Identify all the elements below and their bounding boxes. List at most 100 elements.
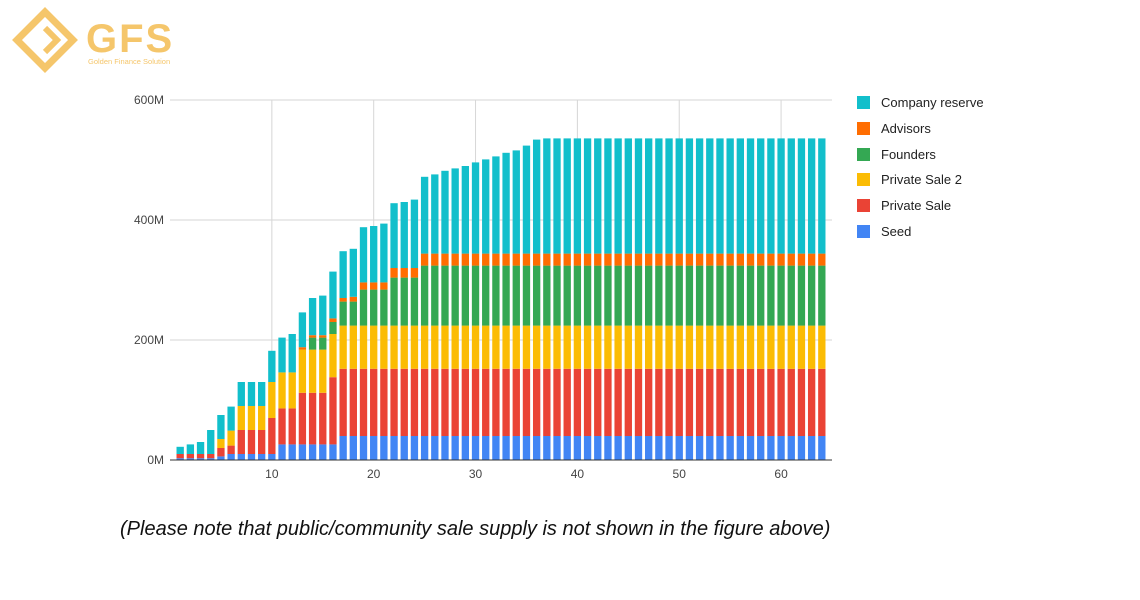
bar-segment-seed: [176, 458, 184, 460]
bar-segment-founders: [695, 265, 704, 326]
bar-segment-private-sale: [308, 392, 317, 445]
bar-segment-company-reserve: [502, 152, 510, 254]
bar-segment-founders: [685, 265, 694, 326]
bar-segment-private-sale-2: [400, 325, 408, 369]
bar-segment-advisors: [482, 253, 490, 266]
bar-segment-founders: [706, 265, 714, 326]
bar-segment-seed: [522, 436, 531, 460]
bar-segment-company-reserve: [553, 138, 561, 254]
y-tick-label: 200M: [134, 333, 164, 347]
bar-segment-founders: [512, 265, 520, 326]
bar-segment-private-sale: [777, 368, 785, 436]
bar-segment-seed: [186, 458, 195, 460]
bar-segment-seed: [196, 458, 205, 460]
bar-segment-private-sale-2: [726, 325, 734, 369]
bar-segment-seed: [787, 436, 795, 460]
logo-tagline: Golden Finance Solution: [88, 57, 170, 66]
bar-segment-private-sale-2: [278, 372, 286, 409]
bar-segment-seed: [319, 444, 327, 460]
bar-segment-private-sale-2: [308, 349, 317, 393]
bar-segment-seed: [268, 454, 276, 460]
bar-segment-company-reserve: [818, 138, 826, 254]
bar-segment-private-sale: [695, 368, 704, 436]
bar-segment-seed: [359, 436, 368, 460]
bar-segment-private-sale: [492, 368, 500, 436]
bar-segment-company-reserve: [563, 138, 571, 254]
bar-segment-company-reserve: [471, 162, 480, 254]
bar-segment-private-sale-2: [624, 325, 632, 369]
bar-segment-company-reserve: [797, 138, 806, 254]
legend-item: Founders: [857, 141, 984, 167]
bar-segment-private-sale: [716, 368, 724, 436]
bar-segment-private-sale-2: [777, 325, 785, 369]
bar-segment-seed: [257, 454, 266, 460]
bar-segment-seed: [634, 436, 643, 460]
bar-segment-private-sale-2: [512, 325, 520, 369]
bar-segment-company-reserve: [583, 138, 592, 254]
bar-segment-advisors: [359, 282, 368, 290]
bar-segment-founders: [624, 265, 632, 326]
bar-segment-private-sale: [665, 368, 673, 436]
bar-segment-private-sale-2: [634, 325, 643, 369]
bar-segment-seed: [217, 456, 225, 460]
bar-segment-founders: [492, 265, 500, 326]
axes: 0M 200M 400M 600M 10 20 30 40 50 60: [134, 93, 832, 481]
bar-segment-seed: [227, 454, 235, 460]
bar-segment-company-reserve: [370, 226, 378, 283]
bar-segment-private-sale-2: [359, 325, 368, 369]
bar-segment-seed: [685, 436, 694, 460]
bar-segment-private-sale: [339, 368, 347, 436]
bar-segment-private-sale-2: [461, 325, 470, 369]
bar-segment-advisors: [492, 253, 500, 266]
bar-segment-private-sale: [298, 392, 307, 445]
bar-segment-seed: [757, 436, 765, 460]
bar-segment-seed: [512, 436, 520, 460]
bar-segment-private-sale: [349, 368, 357, 436]
bar-segment-founders: [349, 301, 357, 326]
bar-segment-seed: [247, 454, 256, 460]
bar-segment-private-sale-2: [553, 325, 561, 369]
x-tick-label: 40: [571, 467, 585, 481]
bar-segment-seed: [604, 436, 612, 460]
bar-segment-seed: [695, 436, 704, 460]
bar-segment-company-reserve: [767, 138, 775, 254]
bar-segment-private-sale: [787, 368, 795, 436]
bar-segment-seed: [797, 436, 806, 460]
bar-segment-advisors: [420, 253, 429, 266]
bar-segment-seed: [431, 436, 439, 460]
bar-segment-seed: [573, 436, 582, 460]
bar-segment-private-sale: [441, 368, 449, 436]
bar-segment-private-sale: [278, 408, 286, 445]
bar-segment-private-sale-2: [329, 334, 337, 378]
legend-swatch: [857, 122, 870, 136]
bar-segment-seed: [818, 436, 826, 460]
bar-segment-private-sale: [319, 392, 327, 445]
bar-segment-founders: [777, 265, 785, 326]
legend-label: Founders: [881, 146, 936, 162]
bar-segment-private-sale: [583, 368, 592, 436]
bar-segment-private-sale-2: [441, 325, 449, 369]
bar-segment-advisors: [370, 282, 378, 290]
bar-segment-private-sale: [807, 368, 816, 436]
bar-segment-private-sale-2: [319, 349, 327, 393]
bar-segment-advisors: [390, 268, 398, 278]
bars: [176, 138, 826, 460]
bar-segment-advisors: [777, 253, 785, 266]
bar-segment-founders: [380, 289, 388, 326]
bar-segment-advisors: [400, 268, 408, 278]
bar-segment-advisors: [329, 318, 337, 322]
bar-segment-founders: [482, 265, 490, 326]
bar-segment-advisors: [441, 253, 449, 266]
bar-segment-private-sale: [685, 368, 694, 436]
bar-segment-private-sale-2: [257, 406, 266, 430]
bar-segment-founders: [502, 265, 510, 326]
bar-segment-advisors: [726, 253, 734, 266]
bar-segment-company-reserve: [685, 138, 694, 254]
bar-segment-private-sale: [594, 368, 602, 436]
bar-segment-company-reserve: [176, 446, 184, 454]
bar-segment-private-sale-2: [410, 325, 419, 369]
bar-segment-company-reserve: [675, 138, 683, 254]
bar-segment-advisors: [614, 253, 622, 266]
bar-segment-company-reserve: [492, 156, 500, 254]
bar-segment-private-sale-2: [543, 325, 551, 369]
